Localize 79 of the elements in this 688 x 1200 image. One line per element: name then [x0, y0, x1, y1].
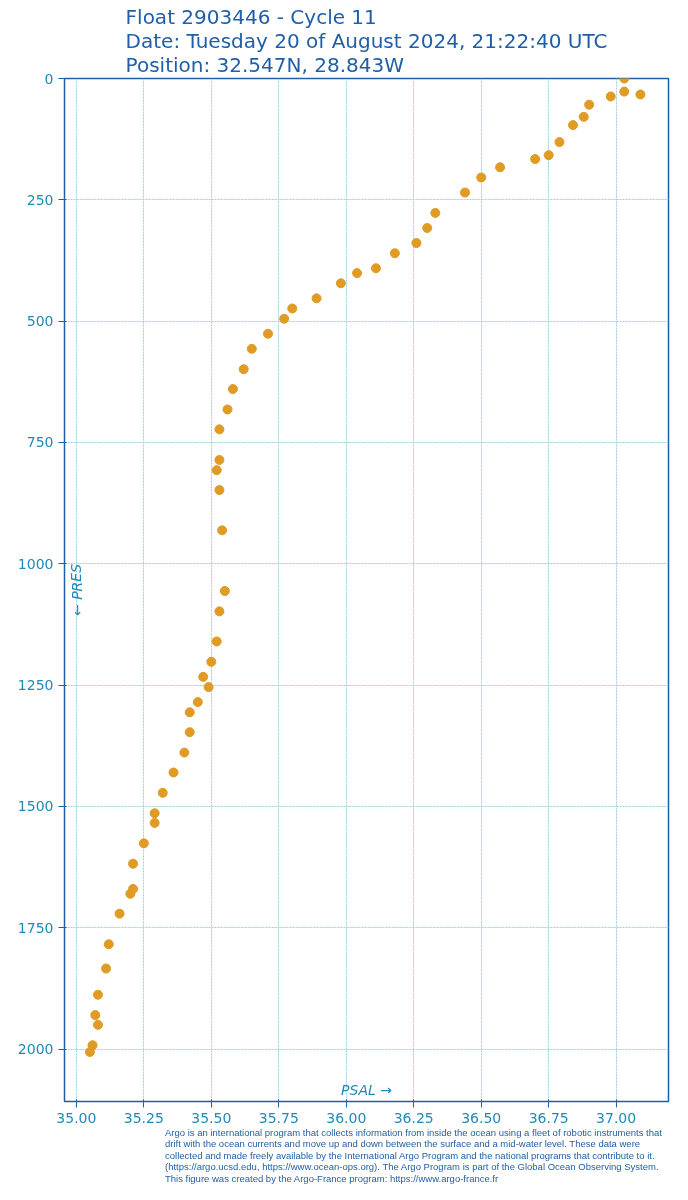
point [114, 908, 125, 919]
y-tick-label: 1500 [17, 798, 54, 815]
point [149, 808, 160, 819]
point [262, 328, 273, 339]
text: Argo is an international program that collects information from inside the ocean using a fleet of robotic instruments that drift with the ocean currents and move up and down between the surface and a mid-water level. These data were collected and made freely available by the International Argo Program and the national programs that contribute to it. (https://argo.ucsd.edu, https://www.ocean-ops.org). The Argo Program is part of the Global Ocean Observing System. This figure was created by the Argo-France program: https://www.argo-france.fr [165, 1127, 663, 1184]
point [168, 767, 179, 778]
point [335, 278, 346, 289]
point [211, 465, 222, 476]
point [430, 207, 441, 218]
point [635, 89, 646, 100]
point [149, 817, 160, 828]
point [217, 525, 228, 536]
point [84, 1047, 95, 1057]
point [184, 727, 195, 738]
x-tick-label: 35.50 [191, 1109, 232, 1126]
point [578, 111, 589, 122]
x-tick-label: 36.25 [393, 1109, 434, 1126]
point [214, 424, 225, 435]
chart-subtitle: Date: Tuesday 20 of August 2024, 21:22:40 UTC Position: 32.547N, 28.843W [125, 28, 608, 77]
point [389, 248, 400, 259]
point [279, 313, 290, 324]
y-tick-label: 1000 [17, 555, 54, 572]
point [92, 1019, 103, 1030]
point [311, 293, 322, 304]
point [543, 150, 554, 161]
point [567, 120, 578, 131]
y-tick-label: 500 [26, 313, 54, 330]
point [101, 963, 112, 974]
point [246, 343, 257, 354]
point [287, 303, 298, 314]
y-tick-label: 0 [44, 70, 54, 87]
y-axis-title: ← PRES [68, 563, 85, 617]
point [584, 99, 595, 110]
point [179, 747, 190, 758]
y-tick-label: 2000 [17, 1041, 54, 1058]
point [157, 787, 168, 798]
y-tick-label: 1750 [17, 919, 54, 936]
point [211, 636, 222, 647]
x-axis-title: PSAL → [341, 1081, 393, 1098]
point [605, 91, 616, 102]
point [460, 187, 471, 198]
point [90, 1010, 101, 1021]
point [222, 404, 233, 415]
y-tick-label: 250 [26, 191, 54, 208]
point [530, 154, 541, 165]
point [619, 86, 630, 97]
point [92, 989, 103, 1000]
point [206, 656, 217, 667]
point [352, 268, 363, 279]
point [128, 858, 139, 869]
x-tick-label: 35.25 [123, 1109, 164, 1126]
point [198, 671, 209, 682]
x-tick-label: 35.00 [56, 1109, 97, 1126]
point [103, 939, 114, 950]
point [370, 263, 381, 274]
point [214, 485, 225, 496]
point [184, 707, 195, 718]
point [214, 454, 225, 465]
point [238, 364, 249, 375]
x-tick-label: 36.75 [528, 1109, 569, 1126]
point [554, 137, 565, 148]
point [219, 585, 230, 596]
point [227, 384, 238, 395]
x-tick-label: 37.00 [596, 1109, 637, 1126]
x-tick-label: 36.50 [461, 1109, 502, 1126]
point [422, 222, 433, 233]
point [495, 162, 506, 173]
point [138, 838, 149, 849]
x-tick-label: 36.00 [326, 1109, 367, 1126]
x-tick-label: 35.75 [258, 1109, 299, 1126]
point [125, 888, 136, 899]
point [476, 172, 487, 183]
y-tick-label: 750 [26, 434, 54, 451]
chart-title: Float 2903446 - Cycle 11 [125, 4, 377, 29]
point [411, 238, 422, 249]
point [214, 606, 225, 617]
point [203, 682, 214, 693]
point [192, 697, 203, 708]
y-tick-label: 1250 [17, 677, 54, 694]
